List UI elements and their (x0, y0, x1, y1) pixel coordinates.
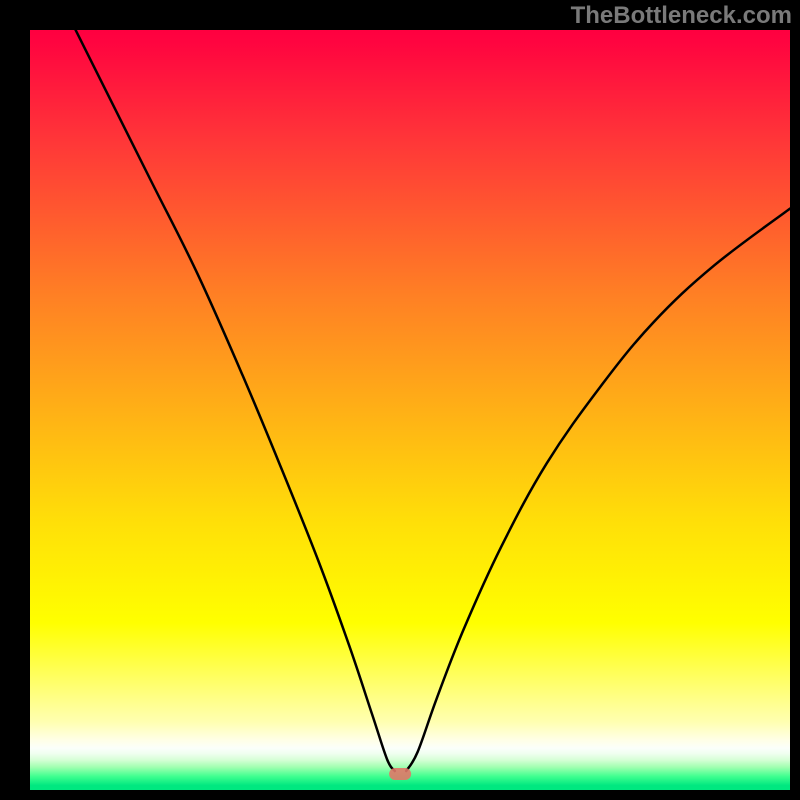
watermark-text: TheBottleneck.com (571, 2, 792, 30)
optimal-point-marker (389, 768, 411, 780)
gradient-background (30, 30, 790, 790)
plot-area (30, 30, 790, 790)
chart-container: TheBottleneck.com (0, 0, 800, 800)
